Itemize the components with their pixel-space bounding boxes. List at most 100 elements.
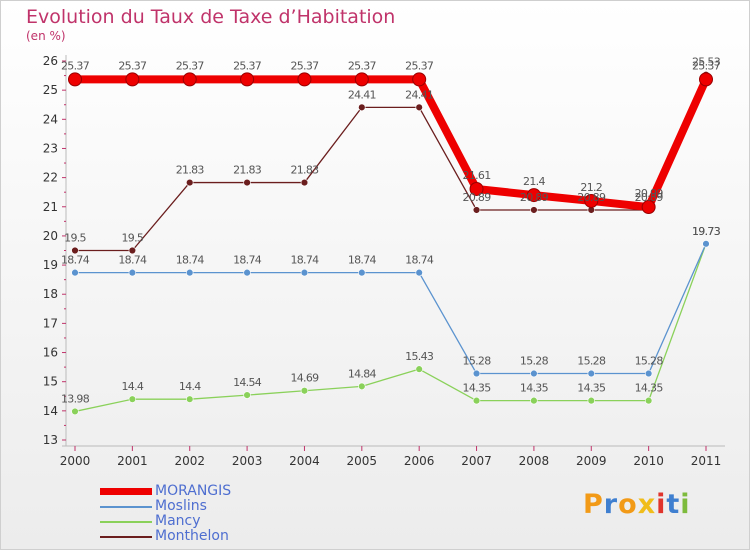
x-tick-label: 2000: [60, 454, 91, 468]
series-line-monthelon: [75, 74, 707, 252]
data-point-monthelon: [415, 103, 423, 112]
data-label-morangis: 25.37: [61, 59, 90, 72]
legend-item-mancy: Mancy: [100, 513, 320, 529]
data-label-monthelon: 20.89: [463, 191, 492, 204]
data-point-monthelon: [358, 103, 366, 112]
x-tick-label: 2005: [347, 454, 378, 468]
logo-letter: o: [618, 489, 638, 520]
logo-letter: r: [603, 489, 619, 520]
data-label-morangis: 21.4: [523, 175, 545, 188]
data-point-mancy: [587, 396, 595, 405]
data-label-morangis: 25.37: [405, 59, 434, 72]
data-point-mancy: [644, 396, 653, 405]
data-label-moslins: 18.74: [176, 254, 205, 267]
data-label-moslins: 15.28: [463, 355, 492, 368]
data-label-morangis: 20.99: [635, 187, 664, 200]
data-label-morangis: 25.37: [348, 59, 377, 72]
legend-item-monthelon: Monthelon: [100, 528, 320, 544]
x-tick-label: 2002: [174, 454, 205, 468]
data-label-mancy: 15.43: [405, 350, 434, 363]
data-point-moslins: [186, 268, 194, 277]
data-label-moslins: 18.74: [61, 254, 90, 267]
x-tick-label: 2003: [232, 454, 263, 468]
data-point-moslins: [587, 369, 595, 378]
data-point-morangis: [641, 200, 656, 215]
chart-title: Evolution du Taux de Taxe d’Habitation: [26, 6, 396, 28]
data-point-mancy: [358, 382, 366, 391]
y-tick-label: 15: [43, 375, 58, 389]
data-label-mancy: 14.35: [635, 382, 664, 395]
data-label-monthelon: 19.5: [64, 232, 86, 245]
data-label-monthelon: 20.89: [577, 191, 606, 204]
logo-letter: i: [680, 489, 691, 520]
data-label-monthelon: 21.83: [233, 164, 262, 177]
data-label-mancy: 14.4: [122, 380, 144, 393]
data-label-morangis: 25.37: [692, 59, 721, 72]
data-label-monthelon: 21.83: [290, 164, 319, 177]
data-label-monthelon: 24.41: [348, 88, 376, 101]
logo-letter: i: [656, 489, 667, 520]
data-point-morangis: [68, 72, 82, 87]
y-tick-label: 23: [43, 141, 58, 155]
data-point-morangis: [125, 72, 140, 87]
data-point-moslins: [71, 268, 79, 277]
chart-legend: MORANGIS Moslins Mancy Monthelon: [100, 483, 320, 544]
series-line-moslins: [75, 243, 707, 375]
x-tick-label: 2004: [289, 454, 320, 468]
series-line-morangis: [75, 75, 710, 212]
data-point-mancy: [243, 391, 251, 399]
y-tick-label: 18: [43, 287, 58, 301]
chart-subtitle: (en %): [26, 29, 66, 43]
x-tick-label: 2006: [404, 454, 435, 468]
data-point-moslins: [300, 268, 309, 277]
data-label-morangis: 25.37: [176, 59, 205, 72]
data-label-moslins: 15.28: [635, 355, 664, 368]
data-point-mancy: [186, 395, 194, 403]
y-tick-label: 16: [43, 346, 58, 360]
y-tick-label: 21: [43, 200, 58, 214]
data-label-moslins: 18.74: [348, 254, 377, 267]
data-label-mancy: 14.35: [520, 382, 549, 395]
data-label-moslins: 15.28: [520, 355, 549, 368]
data-point-mancy: [530, 396, 538, 405]
data-point-monthelon: [472, 206, 481, 214]
data-label-mancy: 19.73: [692, 225, 721, 238]
data-point-monthelon: [128, 246, 137, 255]
data-point-mancy: [415, 365, 423, 373]
logo-letter: t: [666, 489, 681, 520]
data-point-mancy: [71, 407, 79, 416]
data-point-mancy: [472, 396, 481, 405]
data-label-mancy: 14.69: [290, 372, 319, 385]
series-line-mancy: [74, 243, 707, 413]
data-point-moslins: [415, 268, 423, 277]
data-label-monthelon: 20.89: [520, 191, 549, 204]
data-label-mancy: 14.54: [233, 376, 262, 389]
data-point-monthelon: [530, 206, 538, 214]
data-point-moslins: [530, 369, 538, 378]
logo-letter: x: [637, 489, 657, 520]
legend-swatch-moslins: [100, 506, 152, 508]
x-tick-label: 2001: [117, 454, 148, 468]
x-tick-label: 2009: [576, 454, 607, 468]
data-point-mancy: [128, 395, 137, 403]
data-label-moslins: 18.74: [233, 254, 262, 267]
data-point-monthelon: [71, 246, 79, 255]
data-point-morangis: [182, 72, 197, 87]
legend-swatch-mancy: [100, 521, 152, 523]
data-label-monthelon: 25.53: [692, 56, 721, 69]
data-label-monthelon: 20.89: [635, 191, 664, 204]
data-label-morangis: 25.37: [233, 59, 262, 72]
data-point-morangis: [469, 181, 484, 196]
y-tick-label: 22: [43, 171, 58, 185]
data-label-mancy: 14.4: [179, 380, 201, 393]
legend-label-mancy: Mancy: [155, 513, 201, 529]
data-label-monthelon: 19.5: [122, 232, 144, 245]
legend-label-monthelon: Monthelon: [155, 528, 229, 544]
data-point-moslins: [243, 268, 251, 277]
data-label-morangis: 25.37: [118, 59, 147, 72]
data-point-morangis: [699, 72, 713, 87]
data-label-mancy: 13.98: [61, 392, 90, 405]
data-point-monthelon: [243, 178, 251, 187]
data-label-moslins: 15.28: [577, 355, 606, 368]
